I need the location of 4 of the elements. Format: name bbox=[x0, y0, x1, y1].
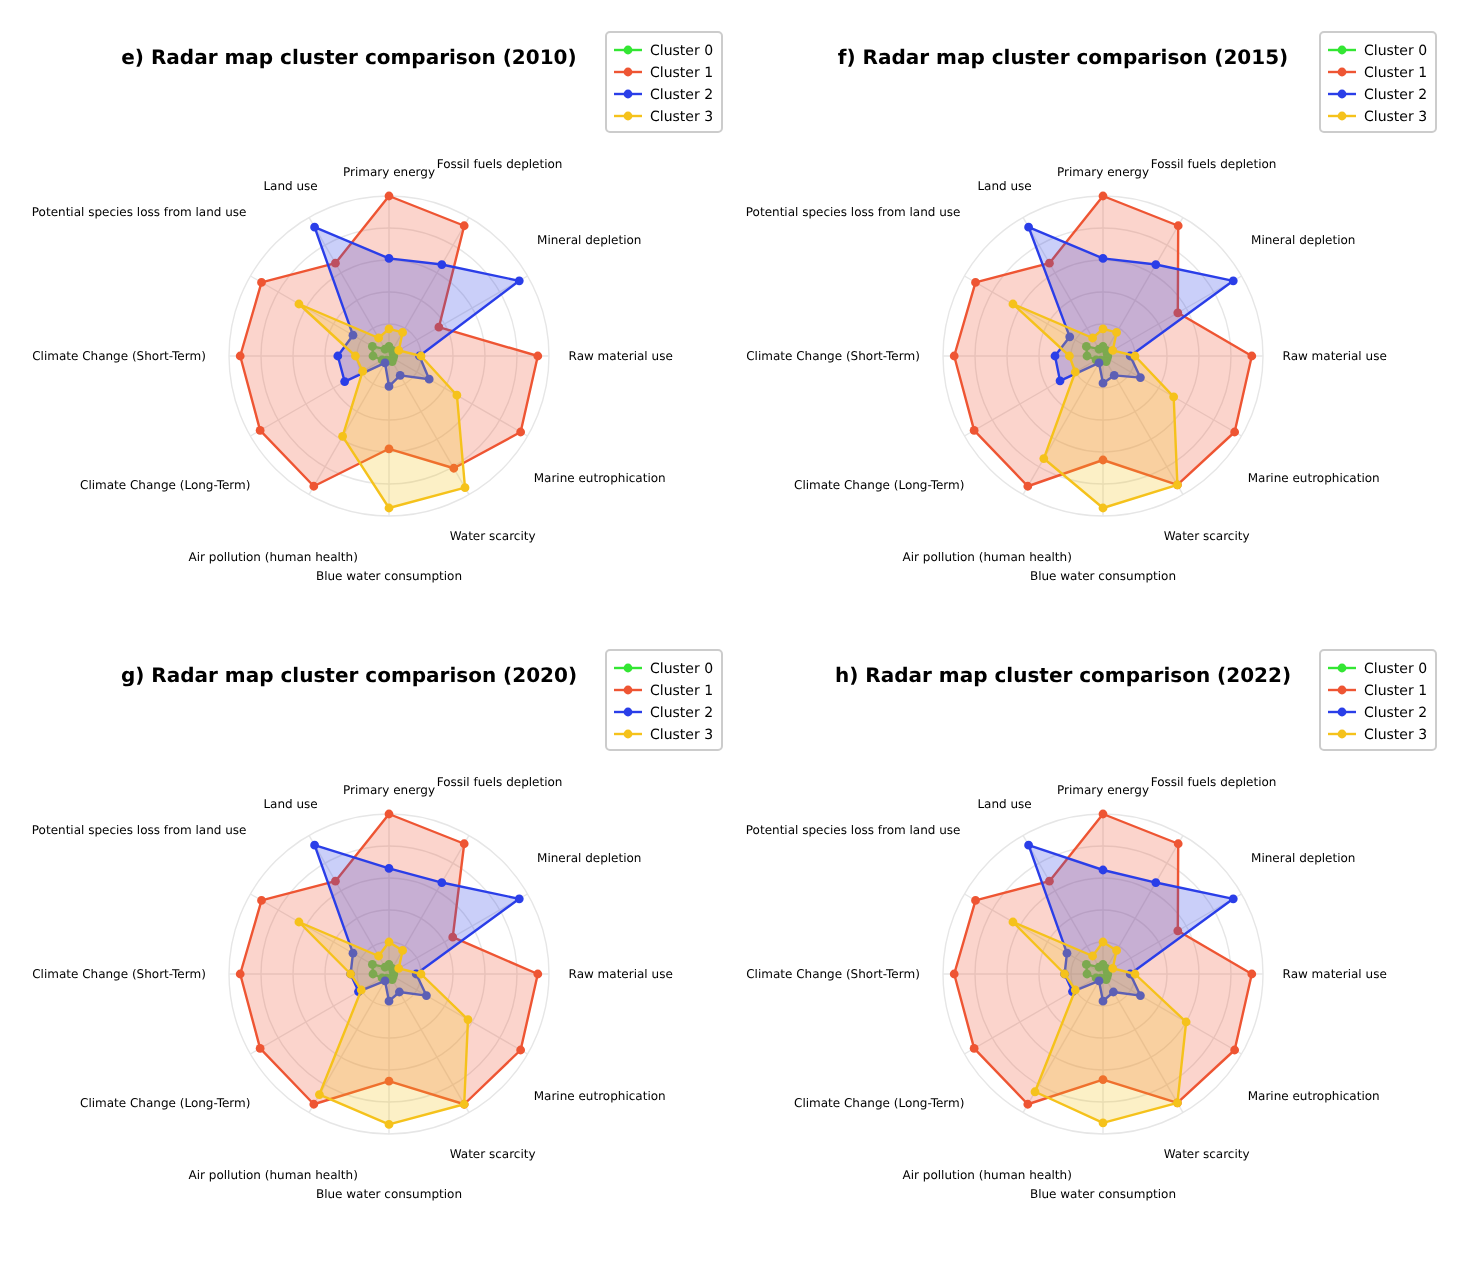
text: e) Radar map cluster comparison (2010) bbox=[121, 48, 577, 70]
text: g) Radar map cluster comparison (2020) bbox=[120, 666, 578, 688]
text: f) Radar map cluster comparison (2015) bbox=[837, 48, 1289, 70]
text: h) Radar map cluster comparison (2022) bbox=[834, 666, 1292, 688]
